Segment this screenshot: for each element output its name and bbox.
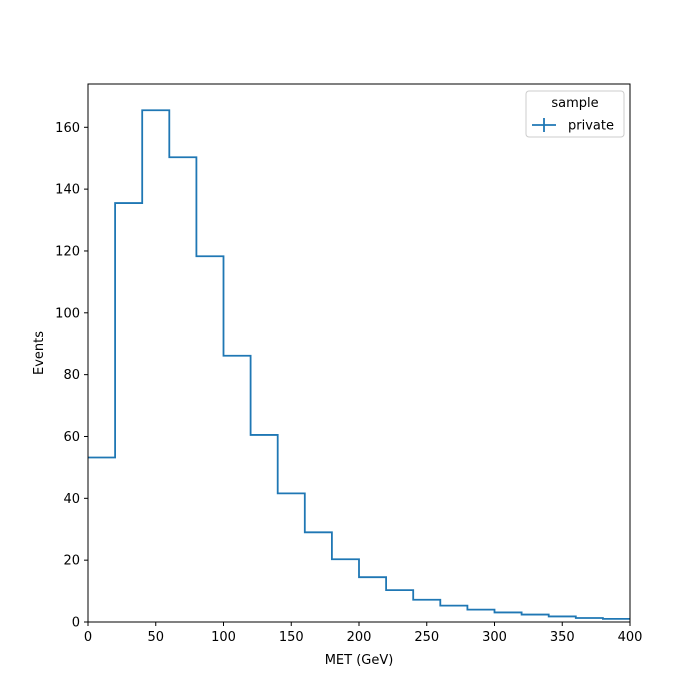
y-tick-label: 100 <box>55 306 80 321</box>
histogram-bin <box>142 110 169 622</box>
y-axis: 0 20 40 60 80 100 120 140 160 <box>55 121 88 631</box>
legend: sample private <box>525 90 625 138</box>
histogram-bin <box>224 356 251 622</box>
x-tick-label: 200 <box>347 630 372 645</box>
y-tick-label: 120 <box>55 244 80 259</box>
histogram-bin <box>413 600 440 622</box>
y-tick-label: 60 <box>63 430 80 445</box>
histogram-bin <box>88 458 115 622</box>
x-tick-label: 150 <box>279 630 304 645</box>
histogram-bin <box>467 610 494 622</box>
x-axis-label: MET (GeV) <box>325 653 394 668</box>
x-tick-label: 0 <box>84 630 92 645</box>
histogram-bin <box>305 532 332 622</box>
histogram-bin <box>440 606 467 622</box>
histogram-bin <box>169 157 196 622</box>
legend-entries: private <box>532 118 614 134</box>
histogram-bin <box>386 590 413 622</box>
histogram-bin <box>251 435 278 622</box>
y-tick-label: 160 <box>55 121 80 136</box>
histogram-bin <box>522 615 549 622</box>
x-tick-label: 100 <box>211 630 236 645</box>
x-axis: 0 50 100 150 200 250 300 350 400 <box>84 622 643 645</box>
plot-area <box>87 83 631 623</box>
histogram-bin <box>115 203 142 622</box>
y-tick-label: 80 <box>63 368 80 383</box>
histogram-bin <box>495 612 522 622</box>
y-axis-label: Events <box>32 331 47 375</box>
x-tick-label: 300 <box>482 630 507 645</box>
histogram-bin <box>196 256 223 622</box>
y-tick-label: 20 <box>63 554 80 569</box>
histogram-bin <box>359 577 386 622</box>
x-tick-label: 350 <box>550 630 575 645</box>
histogram-bin <box>332 559 359 622</box>
legend-title: sample <box>551 96 598 111</box>
x-tick-label: 400 <box>618 630 643 645</box>
histogram-bin <box>278 493 305 622</box>
x-tick-label: 50 <box>147 630 164 645</box>
y-tick-label: 0 <box>72 616 80 631</box>
legend-entry-label: private <box>568 119 614 134</box>
y-tick-label: 140 <box>55 183 80 198</box>
y-tick-label: 40 <box>63 492 80 507</box>
series-line-private <box>88 109 630 620</box>
x-tick-label: 250 <box>414 630 439 645</box>
